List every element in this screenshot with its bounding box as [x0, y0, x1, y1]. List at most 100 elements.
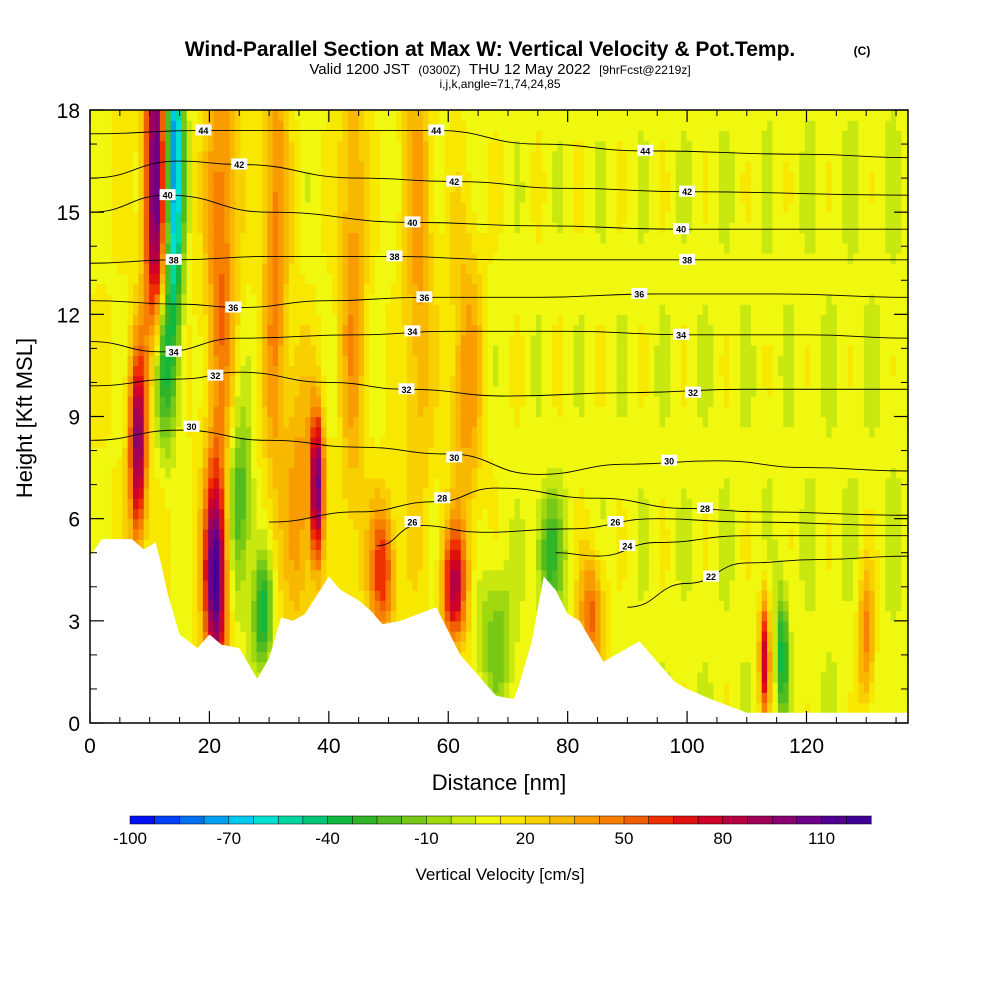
w-cell [256, 140, 263, 152]
w-cell [90, 436, 96, 448]
w-cell [251, 150, 258, 162]
w-cell [111, 447, 118, 458]
w-cell [326, 539, 333, 550]
w-cell [358, 467, 365, 479]
w-cell [498, 355, 505, 367]
w-cell [240, 406, 247, 418]
w-cell [159, 253, 166, 264]
w-cell [208, 406, 215, 418]
w-cell [245, 406, 252, 418]
w-cell [304, 528, 311, 540]
w-cell [455, 120, 462, 132]
w-cell [138, 355, 145, 367]
w-cell [514, 232, 521, 244]
w-cell [202, 416, 209, 428]
w-cell [439, 304, 446, 315]
w-cell [245, 477, 252, 489]
w-cell [143, 344, 150, 356]
w-cell [493, 253, 500, 264]
w-cell [95, 304, 102, 315]
w-cell [251, 324, 258, 336]
w-cell [396, 304, 403, 315]
w-cell [278, 457, 285, 469]
w-cell [342, 120, 349, 132]
w-cell [95, 110, 102, 121]
w-cell [493, 508, 500, 520]
w-cell [428, 344, 435, 356]
w-cell [423, 253, 430, 264]
w-cell [256, 610, 263, 622]
w-cell [396, 120, 403, 132]
w-cell [374, 396, 381, 407]
w-cell [331, 150, 338, 162]
w-cell [175, 365, 182, 377]
w-cell [192, 344, 199, 356]
w-cell [374, 508, 381, 520]
w-cell [358, 304, 365, 315]
w-cell [498, 498, 505, 510]
w-cell [380, 334, 387, 346]
w-cell [197, 436, 204, 448]
w-cell [208, 181, 215, 193]
w-cell [342, 293, 349, 305]
w-cell [321, 549, 328, 561]
w-cell [154, 273, 161, 285]
w-cell [294, 212, 301, 223]
w-cell [208, 232, 215, 244]
w-cell [514, 426, 521, 438]
w-cell [471, 620, 478, 632]
w-cell [460, 181, 467, 193]
w-cell [170, 559, 177, 571]
w-cell [159, 120, 166, 132]
w-cell [197, 426, 204, 438]
w-cell [143, 324, 150, 336]
w-cell [310, 201, 317, 213]
w-cell [423, 498, 430, 510]
w-cell [229, 242, 236, 254]
w-cell [450, 549, 457, 561]
w-cell [423, 467, 430, 479]
w-cell [267, 436, 274, 448]
w-cell [197, 273, 204, 285]
w-cell [423, 508, 430, 520]
w-cell [159, 181, 166, 193]
w-cell [342, 242, 349, 254]
w-cell [170, 283, 177, 295]
w-cell [197, 324, 204, 336]
w-cell [245, 518, 252, 530]
w-cell [358, 263, 365, 275]
w-cell [498, 631, 505, 642]
w-cell [353, 549, 360, 561]
w-cell [358, 344, 365, 356]
w-cell [396, 590, 403, 601]
w-cell [106, 375, 113, 387]
w-cell [283, 324, 290, 336]
w-cell [149, 293, 156, 305]
w-cell [396, 232, 403, 244]
w-cell [197, 579, 204, 591]
w-cell [326, 304, 333, 315]
w-cell [347, 273, 354, 285]
w-cell [460, 539, 467, 550]
w-cell [380, 263, 387, 275]
w-cell [170, 222, 177, 234]
w-cell [165, 549, 172, 561]
w-cell [423, 416, 430, 428]
w-cell [380, 600, 387, 612]
w-cell [374, 610, 381, 622]
w-cell [283, 579, 290, 591]
w-cell [498, 253, 505, 264]
w-cell [439, 201, 446, 213]
w-cell [342, 171, 349, 183]
w-cell [261, 539, 268, 550]
w-cell [321, 569, 328, 581]
w-cell [159, 508, 166, 520]
w-cell [294, 110, 301, 121]
w-cell [170, 232, 177, 244]
w-cell [122, 110, 129, 121]
w-cell [165, 140, 172, 152]
w-cell [530, 273, 537, 285]
w-cell [197, 488, 204, 499]
w-cell [90, 120, 96, 132]
w-cell [197, 283, 204, 295]
